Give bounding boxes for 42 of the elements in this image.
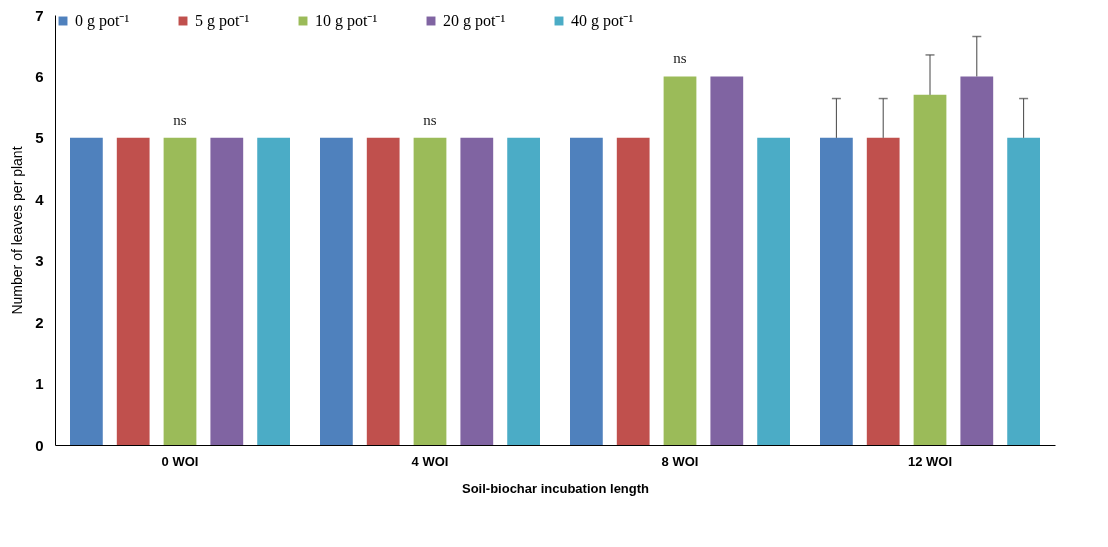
annotation: ns (173, 111, 187, 128)
bar (320, 137, 353, 445)
bar (866, 137, 900, 445)
bar (616, 137, 650, 445)
y-tick-label: 3 (35, 252, 44, 270)
bar (960, 76, 994, 445)
y-tick-label: 2 (35, 313, 44, 331)
bar (663, 76, 697, 445)
annotation: ns (423, 111, 437, 128)
y-tick-label: 0 (35, 436, 44, 454)
bar (460, 137, 494, 445)
bar (710, 76, 744, 445)
x-tick-label: 0 WOI (161, 453, 199, 469)
y-tick-label: 6 (35, 67, 44, 85)
y-tick-label: 7 (35, 6, 44, 24)
bar (507, 137, 540, 445)
y-tick-label: 1 (35, 375, 44, 393)
x-tick-label: 12 WOI (907, 453, 953, 469)
bar (570, 137, 603, 445)
annotation: ns (673, 50, 687, 67)
bar (257, 137, 290, 445)
bar (210, 137, 244, 445)
bar (366, 137, 400, 445)
bar (116, 137, 150, 445)
bar (70, 137, 103, 445)
bar (163, 137, 197, 445)
y-axis-title: Number of leaves per plant (9, 146, 26, 315)
legend-label: 5 g pot⁻¹ (195, 12, 250, 30)
bar (913, 94, 947, 445)
bar (1007, 137, 1040, 445)
bar (413, 137, 447, 445)
y-tick-label: 4 (35, 190, 45, 208)
legend-label: 20 g pot⁻¹ (443, 12, 506, 30)
x-tick-label: 8 WOI (661, 453, 699, 469)
legend-label: 0 g pot⁻¹ (75, 12, 130, 30)
legend-label: 10 g pot⁻¹ (315, 12, 378, 30)
bar (757, 137, 790, 445)
bar (820, 137, 853, 445)
x-tick-label: 4 WOI (411, 453, 449, 469)
legend-label: 40 g pot⁻¹ (571, 12, 634, 30)
y-tick-label: 5 (35, 129, 44, 147)
x-axis-title: Soil-biochar incubation length (461, 480, 650, 496)
